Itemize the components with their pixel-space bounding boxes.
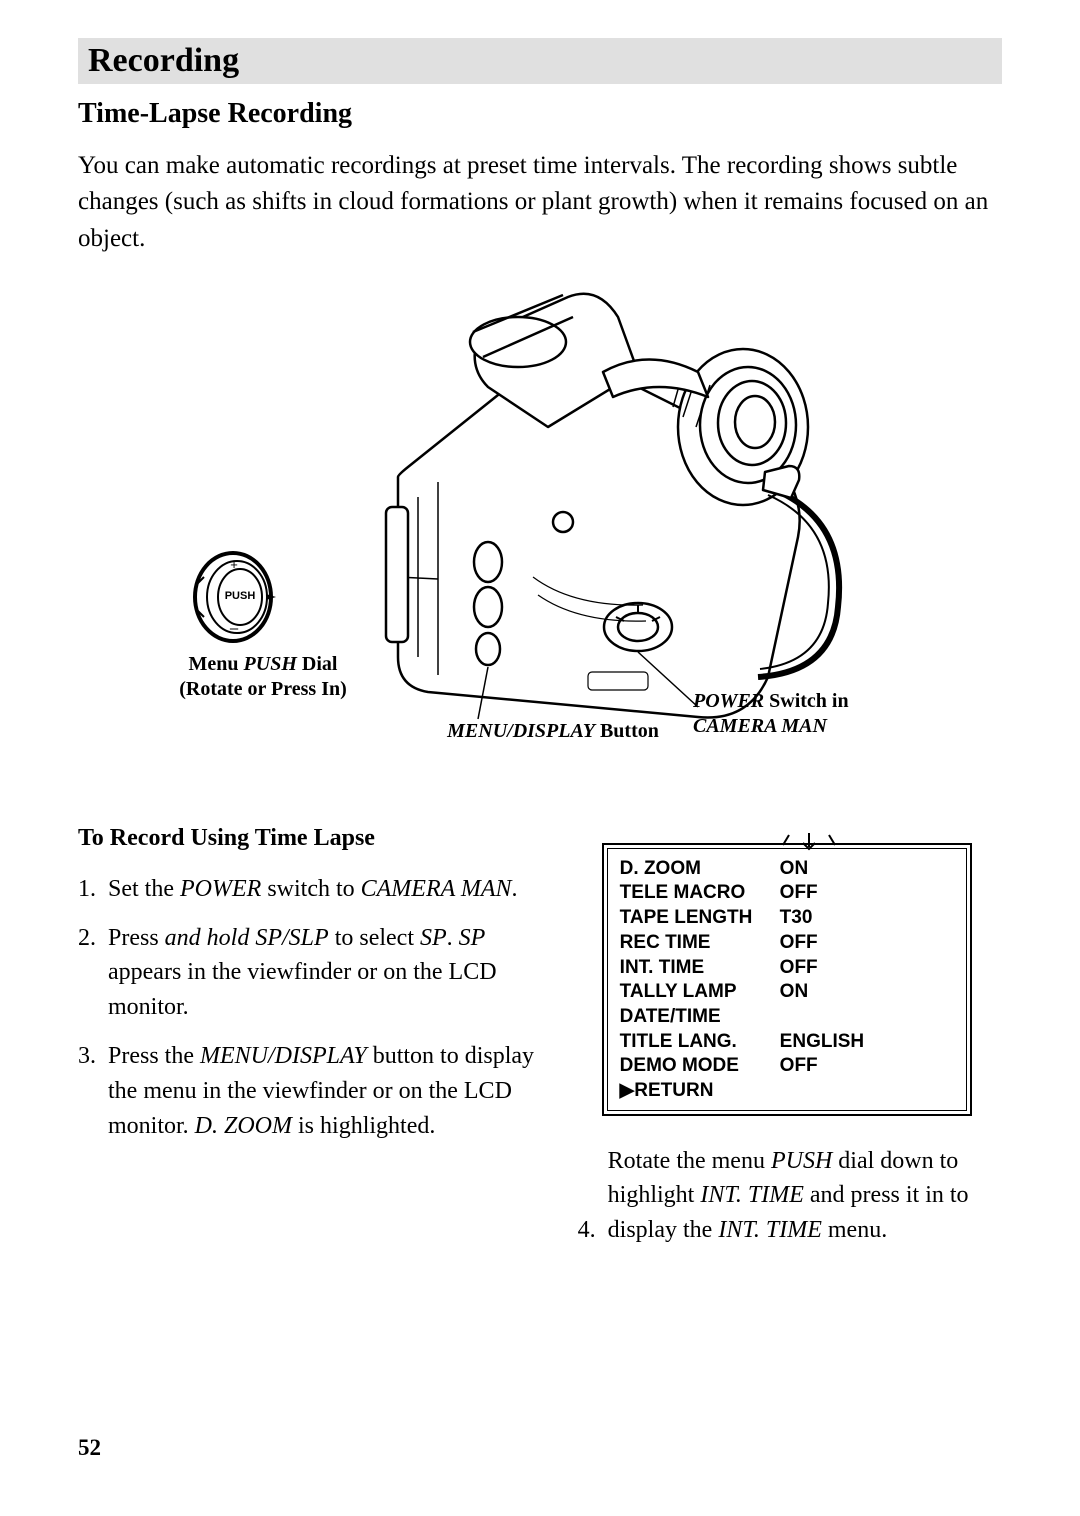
menu-row: DATE/TIME [620,1005,954,1030]
step-item: Rotate the menu PUSH dial down to highli… [578,1144,1002,1248]
step-item: Set the POWER switch to CAMERA MAN. [78,872,538,907]
lower-columns: To Record Using Time Lapse Set the POWER… [78,825,1002,1262]
camcorder-illustration [338,277,868,747]
menu-row: DEMO MODEOFF [620,1054,954,1079]
steps-list-right: Rotate the menu PUSH dial down to highli… [578,1144,1002,1248]
label-push-dial: Menu PUSH Dial (Rotate or Press In) [153,652,373,702]
svg-text:–: – [230,620,239,637]
svg-text:+: + [230,557,238,572]
step-item: Press and hold SP/SLP to select SP. SP a… [78,921,538,1025]
menu-row: ▶RETURN [620,1079,954,1104]
subheading: Time-Lapse Recording [78,98,1002,130]
svg-text:PUSH: PUSH [225,590,256,602]
menu-row: TELE MACROOFF [620,881,954,906]
menu-row: REC TIMEOFF [620,931,954,956]
cursor-icon [779,831,839,861]
intro-paragraph: You can make automatic recordings at pre… [78,148,1002,257]
push-dial-icon: PUSH + – [188,547,308,647]
column-right: D. ZOOMONTELE MACROOFFTAPE LENGTHT30REC … [578,825,1002,1262]
menu-row: INT. TIMEOFF [620,956,954,981]
steps-heading: To Record Using Time Lapse [78,825,538,852]
section-header: Recording [78,38,1002,84]
label-power-switch: POWER Switch in CAMERA MAN [693,689,923,739]
menu-row: TAPE LENGTHT30 [620,906,954,931]
diagram: PUSH + – [78,277,1002,797]
column-left: To Record Using Time Lapse Set the POWER… [78,825,538,1262]
menu-rows: D. ZOOMONTELE MACROOFFTAPE LENGTHT30REC … [607,848,967,1111]
menu-row: TITLE LANG.ENGLISH [620,1030,954,1055]
label-menu-button: MENU/DISPLAY Button [413,719,693,744]
menu-screen: D. ZOOMONTELE MACROOFFTAPE LENGTHT30REC … [602,843,972,1116]
steps-list-left: Set the POWER switch to CAMERA MAN. Press… [78,872,538,1144]
menu-row: TALLY LAMPON [620,980,954,1005]
step-item: Press the MENU/DISPLAY button to display… [78,1039,538,1143]
section-title: Recording [88,42,992,80]
page-number: 52 [78,1435,101,1461]
